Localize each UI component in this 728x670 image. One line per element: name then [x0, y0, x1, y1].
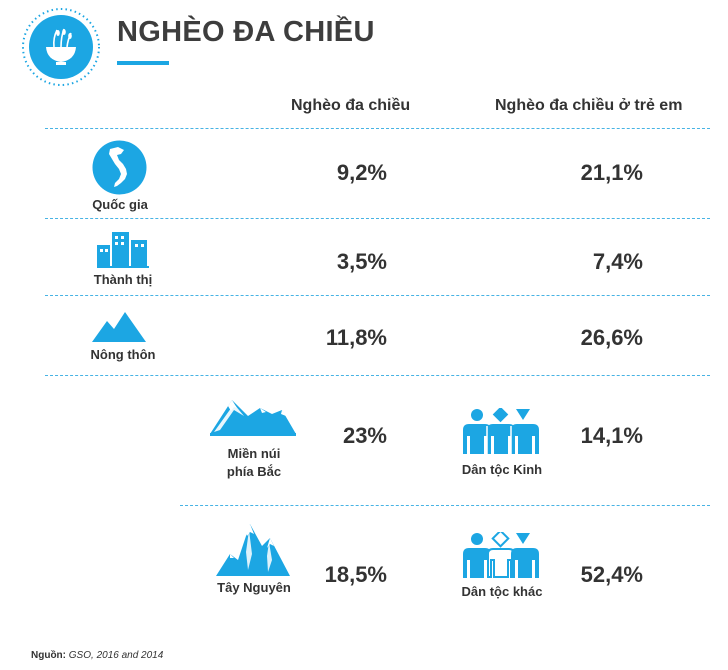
child-poverty-value-national: 21,1% [580, 160, 643, 185]
row-divider [45, 128, 710, 129]
row-divider [45, 218, 710, 219]
region-label-northern-mountains-line2: phía Bắc [226, 464, 282, 479]
poverty-value-central-highlands: 18,5% [324, 562, 387, 587]
snow-mountain-icon [210, 400, 296, 436]
mountains-icon [92, 312, 146, 342]
vietnam-map-icon [92, 140, 147, 195]
child-poverty-value-urban: 7,4% [592, 249, 643, 274]
region-label-central-highlands: Tây Nguyên [217, 580, 291, 595]
source-label: Nguồn: [31, 650, 66, 661]
child-poverty-value-rural: 26,6% [580, 325, 643, 350]
row-divider [45, 375, 710, 376]
region-label-northern-mountains-line1: Miền núi [227, 446, 281, 461]
column-header-child-poverty: Nghèo đa chiều ở trẻ em [495, 97, 683, 114]
source-text: GSO, 2016 and 2014 [68, 650, 164, 661]
row-label-national: Quốc gia [92, 197, 148, 212]
row-label-rural: Nông thôn [90, 347, 156, 362]
child-poverty-value-kinh: 14,1% [580, 423, 643, 448]
poverty-value-northern-mountains: 23% [342, 423, 387, 448]
rice-bowl-icon [22, 8, 100, 86]
city-buildings-icon [97, 232, 149, 268]
source-note: Nguồn: GSO, 2016 and 2014 [31, 650, 163, 661]
column-header-poverty: Nghèo đa chiều [291, 97, 411, 114]
poverty-value-urban: 3,5% [336, 249, 387, 274]
ethnic-label-other: Dân tộc khác [461, 584, 543, 599]
highland-mountain-icon [216, 524, 290, 576]
poverty-value-rural: 11,8% [325, 325, 387, 350]
row-divider [45, 295, 710, 296]
child-poverty-value-other: 52,4% [580, 562, 643, 587]
row-label-urban: Thành thị [93, 272, 153, 287]
poverty-value-national: 9,2% [336, 160, 387, 185]
ethnic-label-kinh: Dân tộc Kinh [461, 462, 543, 477]
row-divider [180, 505, 710, 506]
title-underline [117, 61, 169, 65]
people-group-icon [463, 408, 539, 454]
page-title: NGHÈO ĐA CHIỀU [117, 16, 375, 48]
people-group-diverse-icon [463, 532, 539, 578]
